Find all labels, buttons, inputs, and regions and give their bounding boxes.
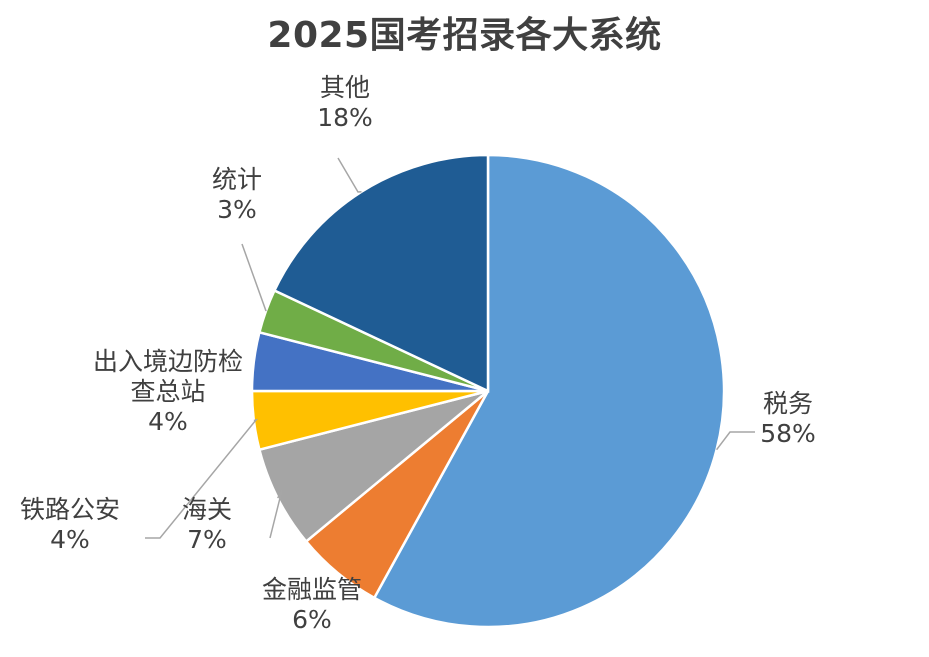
leader-line-3 [269, 489, 283, 539]
slice-label-percent-5: 4% [148, 407, 188, 436]
leaders-layer [145, 157, 755, 539]
slice-label-name-1: 税务 [763, 389, 813, 418]
slice-label-percent-7: 18% [317, 103, 373, 132]
slice-label-percent-3: 7% [187, 525, 227, 554]
slice-label-name-2: 金融监管 [262, 575, 362, 604]
chart-title: 2025国考招录各大系统 [267, 15, 662, 56]
slice-label-name-4: 铁路公安 [20, 495, 120, 524]
slice-label-name-6: 统计 [212, 165, 262, 194]
slice-label-percent-1: 58% [760, 419, 816, 448]
slice-label-name-5: 出入境边防检查总站 [93, 347, 243, 406]
pie-slice-7 [272, 153, 490, 393]
slice-label-percent-6: 3% [217, 195, 257, 224]
labels-layer: 税务58%金融监管6%海关7%铁路公安4%出入境边防检查总站4%统计3%其他18… [20, 73, 816, 634]
slice-label-name-7: 其他 [320, 73, 370, 102]
slices-layer [250, 153, 726, 629]
leader-line-6 [241, 243, 267, 312]
slice-label-name-3: 海关 [182, 495, 232, 524]
leader-line-1 [716, 431, 755, 451]
leader-line-4 [145, 418, 259, 539]
slice-label-percent-4: 4% [50, 525, 90, 554]
leader-line-7 [337, 157, 362, 193]
slice-label-percent-2: 6% [292, 605, 332, 634]
